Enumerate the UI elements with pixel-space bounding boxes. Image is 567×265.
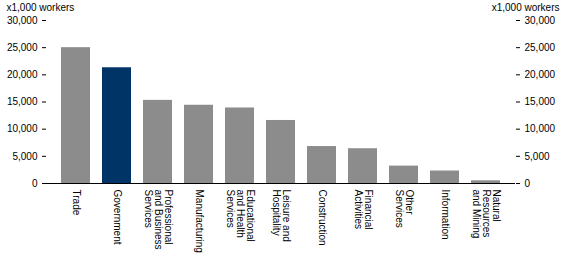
svg-text:0: 0 bbox=[525, 178, 531, 189]
svg-text:20,000: 20,000 bbox=[7, 69, 38, 80]
svg-text:FinancialActivities: FinancialActivities bbox=[353, 190, 374, 230]
svg-text:30,000: 30,000 bbox=[525, 15, 556, 26]
svg-text:Leisure andHospitality: Leisure andHospitality bbox=[271, 190, 292, 242]
svg-text:x1,000 workers: x1,000 workers bbox=[492, 2, 560, 13]
svg-text:5,000: 5,000 bbox=[525, 151, 550, 162]
svg-text:5,000: 5,000 bbox=[12, 151, 37, 162]
svg-text:OtherServices: OtherServices bbox=[394, 190, 415, 228]
svg-text:25,000: 25,000 bbox=[7, 42, 38, 53]
svg-text:30,000: 30,000 bbox=[7, 15, 38, 26]
svg-text:15,000: 15,000 bbox=[525, 96, 556, 107]
svg-text:25,000: 25,000 bbox=[525, 42, 556, 53]
svg-text:0: 0 bbox=[32, 178, 38, 189]
svg-text:x1,000 workers: x1,000 workers bbox=[7, 2, 75, 13]
svg-text:20,000: 20,000 bbox=[525, 69, 556, 80]
svg-text:NaturalResourcesand Mining: NaturalResourcesand Mining bbox=[471, 190, 502, 239]
svg-text:10,000: 10,000 bbox=[525, 123, 556, 134]
svg-text:Construction: Construction bbox=[317, 190, 328, 246]
svg-text:15,000: 15,000 bbox=[7, 96, 38, 107]
svg-text:Information: Information bbox=[440, 190, 451, 240]
svg-text:Government: Government bbox=[112, 190, 123, 245]
svg-text:Professionaland BusinessServic: Professionaland BusinessServices bbox=[143, 190, 174, 250]
svg-text:Manufacturing: Manufacturing bbox=[194, 190, 205, 253]
svg-text:Trade: Trade bbox=[71, 190, 82, 216]
svg-text:Educationaland HealthServices: Educationaland HealthServices bbox=[225, 190, 256, 242]
svg-text:10,000: 10,000 bbox=[7, 123, 38, 134]
